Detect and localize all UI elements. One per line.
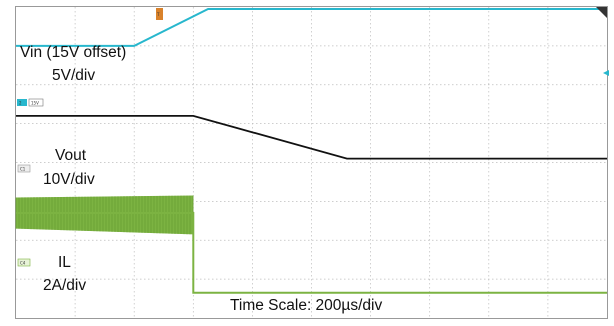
ch2-offset-text: 15V — [31, 101, 39, 106]
timescale-label: Time Scale: 200µs/div — [230, 297, 382, 314]
ch4-tag: C4 — [20, 261, 26, 266]
vin-level-marker-icon — [603, 70, 609, 76]
il-ripple-area — [16, 195, 194, 235]
ch2-tag: 2 — [19, 101, 22, 106]
svg-text:T: T — [156, 12, 160, 17]
vout-scale-label: 10V/div — [43, 171, 95, 188]
vout-label: Vout — [55, 147, 87, 164]
il-label: IL — [58, 254, 71, 271]
il-trace — [16, 212, 607, 294]
grid — [16, 7, 607, 318]
il-ripple-band — [15, 195, 194, 235]
corner-marker-icon — [596, 7, 607, 18]
ch4-marker: C4 — [17, 258, 31, 267]
vin-trace — [16, 7, 607, 47]
vin-label: Vin (15V offset) — [20, 44, 126, 61]
vout-trace — [16, 114, 607, 160]
ch2-offset-marker: 2 15V — [17, 98, 44, 107]
ch1-tag: C1 — [20, 167, 26, 172]
ch1-marker: C1 — [17, 164, 31, 173]
il-scale-label: 2A/div — [43, 277, 86, 294]
vin-scale-label: 5V/div — [52, 67, 95, 84]
trigger-marker-icon: T — [156, 8, 163, 20]
